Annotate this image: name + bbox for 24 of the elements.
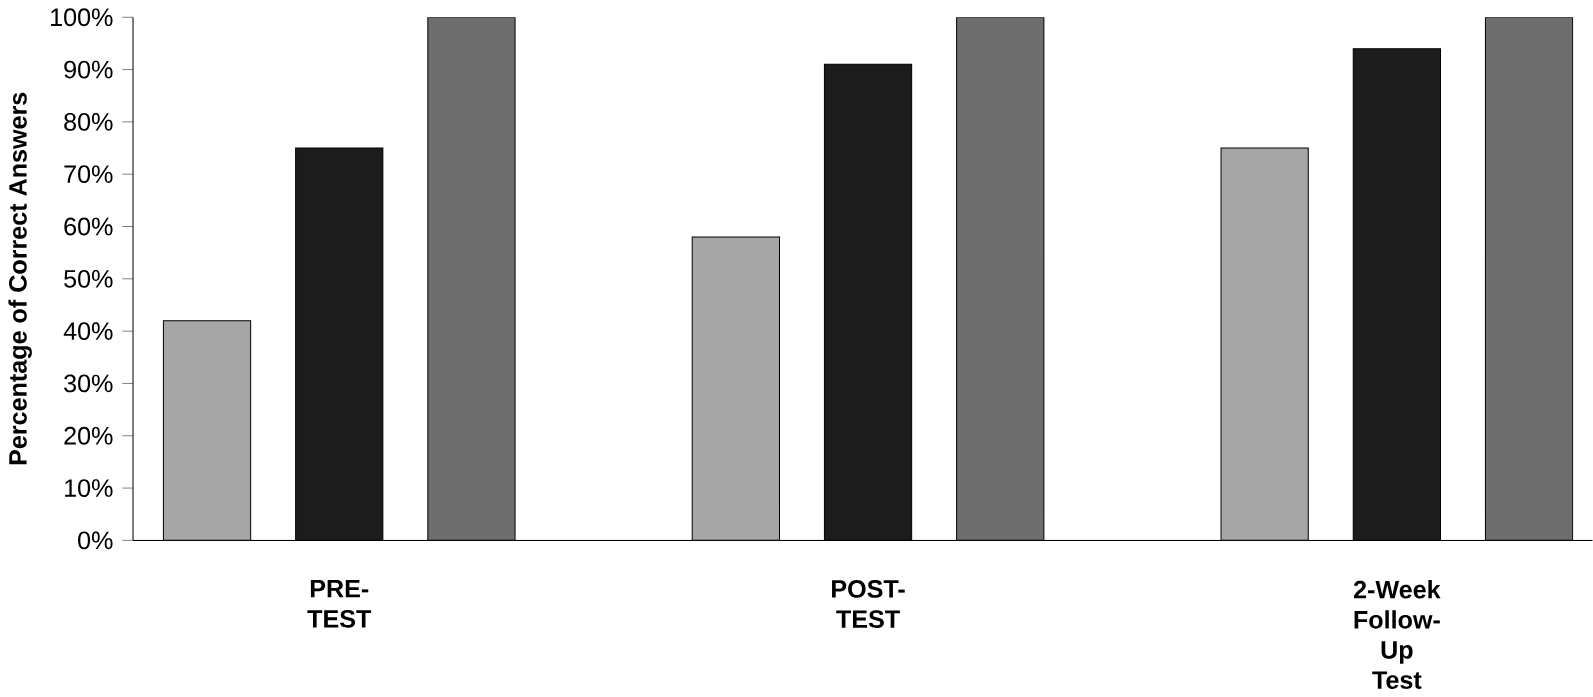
x-tick-label: POST-TEST [832,579,905,628]
y-axis-title: Percentage of Correct Answers [8,92,32,465]
x-tick-label: PRE-TEST [307,579,372,628]
bar [295,147,384,541]
bar [956,17,1045,541]
y-tick-label: 0% [78,531,113,550]
y-tick-label: 100% [51,8,113,26]
bar [427,17,516,541]
bar [1220,147,1309,541]
bar [1484,17,1574,541]
x-tick-label: 2-Week Follow-Up Test [1353,579,1441,689]
y-tick-label: 80% [64,112,113,131]
y-tick-label: 20% [64,426,113,445]
y-tick-label: 30% [64,374,113,393]
bar [1352,47,1441,541]
bar [823,63,913,541]
y-tick-label: 10% [65,479,113,497]
y-tick-label: 90% [64,60,113,79]
bar [163,320,251,541]
y-tick-label: 40% [63,322,113,340]
y-tick-label: 70% [64,165,113,183]
bar [692,236,780,541]
y-tick-label: 50% [64,269,113,288]
y-tick-label: 60% [64,217,113,236]
